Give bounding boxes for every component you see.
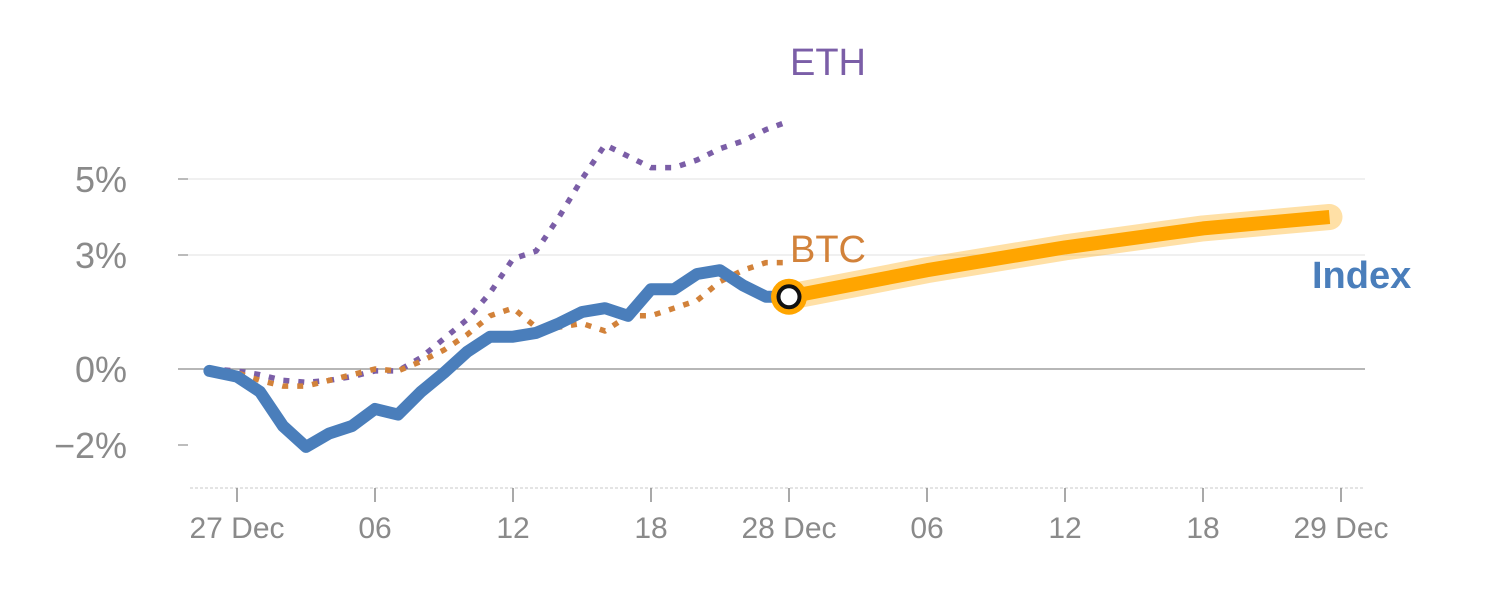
axis-layer: 5% 3% 0% −2% 27 Dec 06 12 18 28 Dec 06 12 18 29 Dec — [54, 159, 1389, 545]
x-tick-label: 18 — [634, 512, 667, 545]
forecast-line — [787, 210, 1331, 304]
series-label-index: Index — [1312, 255, 1411, 297]
y-tick-label: 5% — [75, 159, 127, 200]
x-tick-label: 28 Dec — [741, 512, 836, 545]
series-line-eth — [209, 119, 788, 386]
endpoint-marker — [776, 284, 802, 310]
y-tick-label: 0% — [75, 349, 127, 390]
series-layer — [203, 119, 1343, 453]
series-line-btc — [209, 259, 787, 389]
x-tick-label: 12 — [496, 512, 529, 545]
x-tick-label: 12 — [1048, 512, 1081, 545]
x-tick-label: 29 Dec — [1293, 512, 1388, 545]
label-layer: ETH BTC Index — [790, 42, 1411, 297]
x-tick-label: 27 Dec — [189, 512, 284, 545]
x-tick-label: 18 — [1186, 512, 1219, 545]
series-label-btc: BTC — [790, 229, 866, 271]
y-tick-label: 3% — [75, 235, 127, 276]
x-tick-label: 06 — [358, 512, 391, 545]
series-label-eth: ETH — [790, 42, 866, 84]
y-tick-label: −2% — [54, 425, 127, 466]
series-line-index — [203, 264, 795, 453]
x-tick-label: 06 — [910, 512, 943, 545]
